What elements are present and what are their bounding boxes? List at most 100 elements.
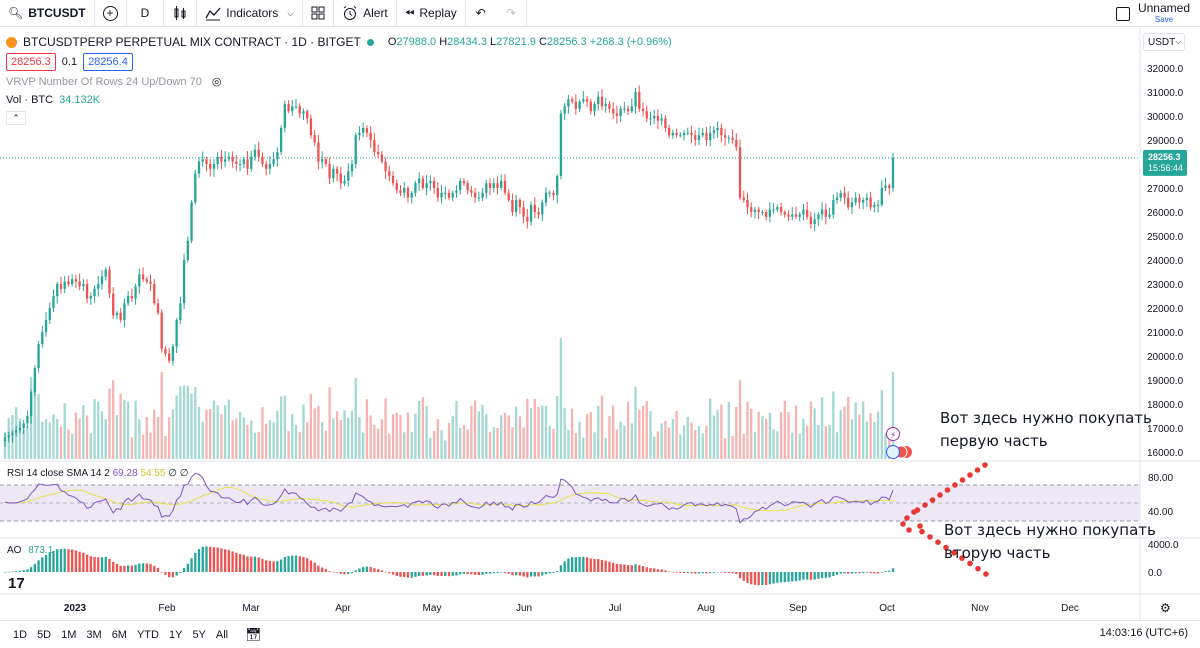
- candle-body[interactable]: [220, 156, 223, 162]
- range-button-all[interactable]: All: [215, 628, 229, 641]
- candle-body[interactable]: [160, 312, 163, 349]
- candle-body[interactable]: [798, 214, 801, 217]
- candle-body[interactable]: [552, 192, 555, 196]
- candle-body[interactable]: [145, 279, 148, 282]
- candle-body[interactable]: [716, 128, 719, 131]
- candle-body[interactable]: [171, 346, 175, 361]
- range-button-1d[interactable]: 1D: [13, 628, 28, 641]
- candle-body[interactable]: [253, 149, 257, 157]
- buy-price-button[interactable]: 28256.4: [83, 53, 133, 71]
- candle-body[interactable]: [190, 202, 193, 241]
- compare-button[interactable]: +: [95, 0, 127, 27]
- candle-body[interactable]: [11, 432, 14, 436]
- candle-body[interactable]: [235, 161, 238, 164]
- candle-body[interactable]: [578, 101, 581, 109]
- candle-body[interactable]: [664, 118, 667, 128]
- candle-body[interactable]: [526, 216, 529, 222]
- candle-body[interactable]: [656, 116, 660, 121]
- candle-body[interactable]: [567, 99, 570, 107]
- volume-label[interactable]: Vol · BTC: [6, 94, 54, 106]
- candle-body[interactable]: [791, 214, 794, 217]
- candle-body[interactable]: [320, 159, 324, 162]
- candle-body[interactable]: [335, 168, 339, 174]
- candle-body[interactable]: [138, 274, 141, 287]
- candle-body[interactable]: [660, 118, 663, 121]
- candle-body[interactable]: [563, 106, 566, 114]
- candle-body[interactable]: [168, 353, 171, 361]
- candle-body[interactable]: [440, 192, 443, 198]
- candle-body[interactable]: [48, 308, 51, 320]
- candle-body[interactable]: [832, 200, 835, 215]
- candle-body[interactable]: [29, 392, 33, 416]
- candle-body[interactable]: [123, 303, 126, 320]
- candle-body[interactable]: [794, 214, 798, 217]
- candle-body[interactable]: [309, 118, 313, 136]
- candle-body[interactable]: [828, 214, 831, 217]
- candle-body[interactable]: [604, 104, 607, 107]
- candle-body[interactable]: [67, 281, 70, 284]
- candle-body[interactable]: [686, 132, 689, 134]
- candle-body[interactable]: [522, 207, 525, 217]
- candle-body[interactable]: [630, 106, 633, 112]
- candle-body[interactable]: [600, 96, 604, 107]
- candle-body[interactable]: [709, 132, 712, 140]
- candle-body[interactable]: [570, 99, 574, 102]
- candle-body[interactable]: [265, 164, 268, 169]
- candle-body[interactable]: [436, 188, 439, 198]
- candle-body[interactable]: [343, 180, 346, 184]
- candle-body[interactable]: [156, 303, 160, 313]
- candle-body[interactable]: [653, 116, 656, 119]
- candle-body[interactable]: [186, 240, 189, 260]
- candle-body[interactable]: [455, 190, 458, 193]
- eye-hidden-icon[interactable]: ◎: [211, 76, 222, 88]
- candle-body[interactable]: [85, 284, 89, 299]
- candle-body[interactable]: [813, 219, 816, 224]
- candle-body[interactable]: [59, 284, 63, 289]
- candle-body[interactable]: [380, 154, 383, 162]
- candle-body[interactable]: [533, 204, 536, 212]
- candle-body[interactable]: [130, 296, 134, 299]
- candle-body[interactable]: [529, 204, 533, 222]
- candle-body[interactable]: [18, 428, 22, 431]
- candle-body[interactable]: [373, 140, 376, 152]
- indicators-button[interactable]: Indicators ⌵: [197, 0, 304, 27]
- candle-body[interactable]: [496, 183, 499, 188]
- candle-body[interactable]: [694, 135, 697, 140]
- candle-body[interactable]: [350, 164, 354, 172]
- candle-body[interactable]: [227, 156, 231, 160]
- candle-body[interactable]: [873, 204, 876, 208]
- candle-body[interactable]: [764, 212, 768, 217]
- candle-body[interactable]: [518, 200, 522, 208]
- candle-body[interactable]: [634, 92, 637, 107]
- currency-select[interactable]: USDT ⌵: [1143, 33, 1185, 51]
- candle-body[interactable]: [720, 128, 723, 136]
- candle-body[interactable]: [175, 320, 178, 347]
- candle-body[interactable]: [108, 269, 111, 294]
- candle-body[interactable]: [787, 214, 790, 217]
- candle-body[interactable]: [15, 430, 18, 433]
- candle-body[interactable]: [362, 128, 365, 133]
- candle-body[interactable]: [806, 209, 809, 217]
- sell-price-button[interactable]: 28256.3: [6, 53, 56, 71]
- candle-body[interactable]: [276, 152, 279, 160]
- candle-body[interactable]: [354, 135, 357, 164]
- candle-body[interactable]: [865, 197, 869, 200]
- candle-body[interactable]: [638, 92, 641, 109]
- vrvp-label[interactable]: VRVP Number Of Rows 24 Up/Down 70: [6, 76, 202, 88]
- candle-body[interactable]: [820, 209, 824, 215]
- candle-body[interactable]: [403, 188, 406, 193]
- candle-body[interactable]: [201, 159, 204, 162]
- candle-body[interactable]: [417, 178, 421, 184]
- candle-body[interactable]: [324, 159, 328, 164]
- layout-name-button[interactable]: Unnamed Save: [1138, 2, 1190, 25]
- candle-body[interactable]: [126, 296, 130, 304]
- candle-body[interactable]: [727, 137, 730, 139]
- candle-body[interactable]: [410, 192, 413, 198]
- candle-body[interactable]: [869, 197, 872, 208]
- candle-body[interactable]: [272, 159, 275, 164]
- lightning-event-icon[interactable]: [886, 427, 900, 441]
- candle-body[interactable]: [488, 183, 492, 188]
- candle-body[interactable]: [406, 188, 410, 198]
- candle-body[interactable]: [492, 183, 495, 188]
- candle-body[interactable]: [503, 180, 507, 193]
